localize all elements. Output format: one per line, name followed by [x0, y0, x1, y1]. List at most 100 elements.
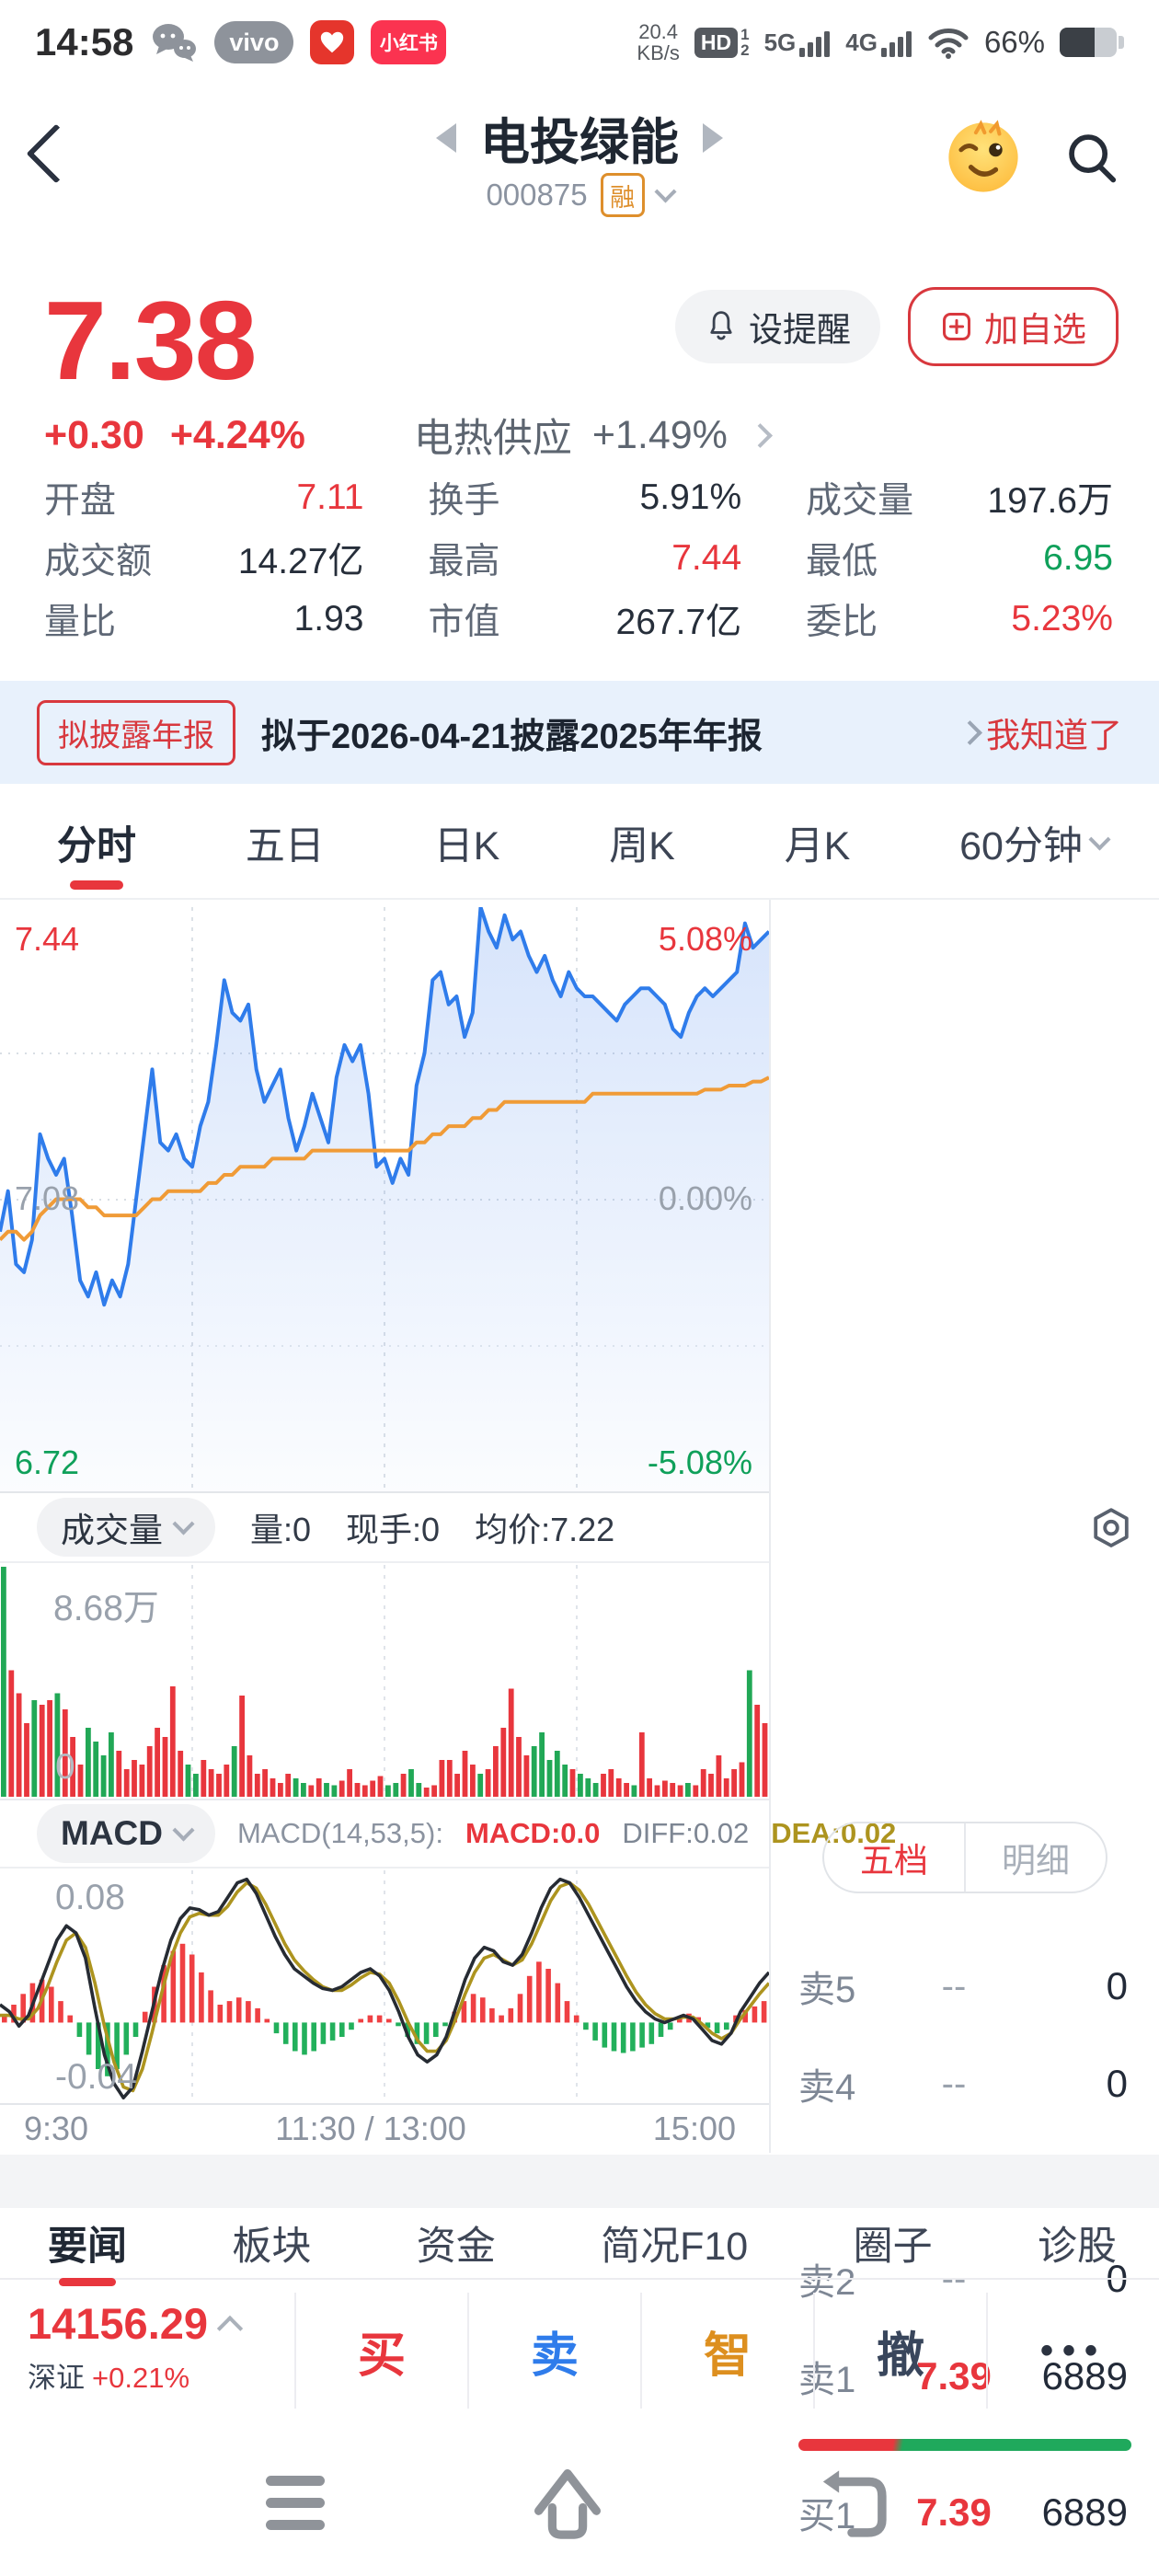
- index-quote[interactable]: 14156.29 深证 +0.21%: [0, 2283, 294, 2418]
- chart-region: 7.44 5.08% 7.08 0.00% 6.72 -5.08% 成交量 量:…: [0, 900, 1159, 2536]
- chat-notification-icon: [153, 24, 197, 62]
- tab-intraday[interactable]: 分时: [57, 814, 136, 877]
- dismiss-announcement-button[interactable]: 我知道了: [958, 707, 1122, 757]
- tab-monthly-k[interactable]: 月K: [784, 824, 851, 868]
- intraday-chart-canvas[interactable]: [0, 907, 769, 1491]
- home-icon[interactable]: [523, 2456, 612, 2548]
- page-title: 电投绿能: [480, 115, 679, 170]
- bid-ask-ratio-bar: [771, 2425, 1159, 2464]
- stat-open: 开盘 7.11: [44, 477, 364, 521]
- index-name: 深证: [28, 2362, 85, 2394]
- stat-market-cap: 市值 267.7亿: [428, 603, 742, 642]
- ask-1-row[interactable]: 卖1 7.39 6889: [798, 2354, 1128, 2400]
- chart-baseline-label: 7.08: [15, 1179, 80, 1217]
- heart-icon: [321, 31, 344, 53]
- volume-toolbar: 成交量 量:0 现手:0 均价:7.22: [0, 1493, 769, 1563]
- bid-1-row[interactable]: 买1 7.39 6889: [798, 2490, 1128, 2536]
- tab-diagnosis[interactable]: 诊股: [1037, 2225, 1117, 2269]
- chart-period-tabs: 分时 五日 日K 周K 月K 60分钟: [0, 793, 1159, 900]
- search-icon[interactable]: [1063, 129, 1120, 186]
- volte-hd-icon: HD 1 2: [694, 27, 750, 58]
- network-speed: 20.4 KB/s: [637, 20, 680, 64]
- status-bar: 14:58 vivo 小红书 20.4 KB/s HD 1 2 5G 4G 66%: [0, 0, 1159, 85]
- battery-icon: [1060, 28, 1124, 57]
- time-midday: 11:30 / 13:00: [275, 2110, 466, 2147]
- cancel-order-button[interactable]: 撤: [813, 2293, 986, 2409]
- tab-funds[interactable]: 资金: [416, 2225, 496, 2269]
- stat-volume: 成交量 197.6万: [806, 481, 1113, 521]
- vivo-notification-badge: vivo: [214, 21, 294, 63]
- stat-volume-ratio: 量比 1.93: [44, 599, 364, 642]
- ask-5-row[interactable]: 卖5 -- 0: [798, 1964, 1128, 2010]
- margin-trading-badge[interactable]: 融: [600, 173, 645, 217]
- volume-max-label: 8.68万: [53, 1589, 159, 1628]
- sell-button[interactable]: 卖: [467, 2293, 640, 2409]
- tab-weekly-k[interactable]: 周K: [609, 824, 675, 868]
- header: 电投绿能 000875 融: [0, 85, 1159, 269]
- stat-turnover-rate: 换手 5.91%: [428, 477, 742, 521]
- index-value: 14156.29: [28, 2299, 209, 2348]
- last-price: 7.38: [44, 278, 257, 403]
- tab-sector[interactable]: 板块: [232, 2225, 312, 2269]
- sim1-signal: 5G: [764, 29, 832, 57]
- volume-chart[interactable]: 8.68万 0: [0, 1565, 769, 1800]
- clock: 14:58: [35, 20, 134, 63]
- bell-icon: [710, 311, 732, 340]
- back-icon[interactable]: [810, 2458, 893, 2547]
- buy-button[interactable]: 买: [294, 2293, 467, 2409]
- macd-indicator-selector[interactable]: MACD: [37, 1804, 215, 1863]
- chart-baseline-pct-label: 0.00%: [658, 1179, 752, 1217]
- add-watchlist-button[interactable]: 加自选: [908, 287, 1119, 366]
- announcement-text: 拟于2026-04-21披露2025年年报: [261, 717, 763, 756]
- current-hand-value: 现手:0: [346, 1511, 441, 1548]
- sector-name[interactable]: 电热供应: [413, 417, 572, 461]
- chevron-up-icon: [216, 2315, 244, 2341]
- signal-bars-icon: [799, 30, 831, 57]
- tab-f10[interactable]: 简况F10: [601, 2225, 749, 2269]
- prev-stock-arrow-icon[interactable]: [436, 122, 456, 153]
- diff-value: DIFF:0.02: [622, 1817, 750, 1849]
- chevron-right-icon[interactable]: [747, 422, 773, 448]
- tab-community[interactable]: 圈子: [853, 2225, 933, 2269]
- plus-box-icon: [943, 313, 970, 340]
- chart-low-label: 6.72: [15, 1443, 80, 1481]
- macd-toolbar: MACD MACD(14,53,5): MACD:0.0 DIFF:0.02 D…: [0, 1800, 896, 1869]
- recent-apps-icon[interactable]: [266, 2475, 325, 2530]
- volume-value: 量:0: [250, 1511, 312, 1548]
- tab-news[interactable]: 要闻: [48, 2214, 127, 2271]
- quote-stats-grid: 开盘 7.11 换手 5.91% 成交量 197.6万 成交额 14.27亿 最高 7.4…: [0, 467, 1159, 651]
- tab-daily-k[interactable]: 日K: [433, 824, 500, 868]
- price-change-pct: +4.24%: [169, 412, 305, 457]
- tab-60min[interactable]: 60分钟: [959, 814, 1111, 877]
- panel-divider: [769, 900, 771, 2153]
- indicator-settings-icon[interactable]: [1089, 1505, 1133, 1551]
- more-actions-button[interactable]: •••: [986, 2293, 1159, 2409]
- macd-chart-canvas[interactable]: [0, 1870, 769, 2103]
- next-stock-arrow-icon[interactable]: [703, 122, 723, 153]
- section-divider: [0, 2155, 1159, 2208]
- intraday-chart[interactable]: 7.44 5.08% 7.08 0.00% 6.72 -5.08%: [0, 907, 769, 1493]
- battery-percent: 66%: [983, 25, 1045, 59]
- stat-low: 最低 6.95: [806, 538, 1113, 581]
- xiaohongshu-badge: 小红书: [371, 20, 447, 64]
- macd-value: MACD:0.0: [465, 1817, 601, 1849]
- chart-low-pct-label: -5.08%: [647, 1443, 752, 1481]
- system-nav-bar: [0, 2429, 1159, 2576]
- trade-action-bar: 14156.29 深证 +0.21% 买 卖 智 撤 •••: [0, 2283, 1159, 2418]
- wifi-icon: [928, 29, 969, 59]
- set-alert-button[interactable]: 设提醒: [675, 290, 880, 363]
- announcement-banner[interactable]: 拟披露年报 拟于2026-04-21披露2025年年报 我知道了: [0, 681, 1159, 784]
- volume-chart-canvas[interactable]: [0, 1565, 769, 1799]
- chevron-down-icon[interactable]: [654, 179, 677, 203]
- tab-5day[interactable]: 五日: [245, 824, 325, 868]
- tab-five-levels[interactable]: 五档: [860, 1842, 928, 1880]
- smart-trade-button[interactable]: 智: [640, 2293, 813, 2409]
- time-axis: 9:30 11:30 / 13:00 15:00: [0, 2105, 769, 2153]
- volume-indicator-selector[interactable]: 成交量: [37, 1498, 215, 1557]
- tab-detail[interactable]: 明细: [964, 1823, 1106, 1892]
- avatar[interactable]: [944, 118, 1023, 197]
- macd-chart[interactable]: 0.08 -0.04: [0, 1870, 769, 2105]
- signal-bars-icon: [880, 30, 912, 57]
- ask-4-row[interactable]: 卖4 -- 0: [798, 2062, 1128, 2108]
- stock-code: 000875: [486, 178, 588, 212]
